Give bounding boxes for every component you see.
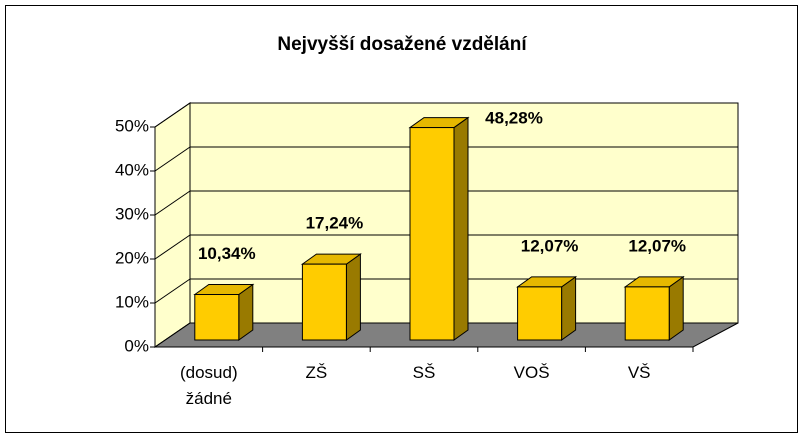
data-label: 12,07% — [628, 236, 686, 255]
chart-title: Nejvyšší dosažené vzdělání — [277, 34, 527, 55]
y-tick-label: 10% — [115, 292, 149, 311]
x-tick-label: ZŠ — [305, 363, 328, 382]
left-wall — [154, 102, 191, 348]
x-tick-label: SŠ — [412, 363, 436, 382]
x-tick-label: VOŠ — [513, 363, 550, 382]
bar — [624, 286, 670, 341]
bar — [517, 286, 563, 341]
bar-side — [345, 253, 361, 341]
data-label: 12,07% — [521, 236, 579, 255]
y-tick-label: 20% — [115, 248, 149, 267]
data-label: 48,28% — [485, 108, 543, 127]
data-label: 10,34% — [198, 244, 256, 263]
grid-line — [154, 102, 191, 128]
grid-line — [154, 234, 191, 260]
x-tick-label: VŠ — [627, 363, 651, 382]
grid-line — [154, 322, 191, 348]
bar-side — [453, 116, 469, 341]
y-tick-label: 0% — [124, 336, 149, 355]
y-tick-label: 50% — [115, 116, 149, 135]
bar-side — [668, 275, 684, 341]
data-label: 17,24% — [306, 214, 364, 233]
grid-line — [154, 146, 191, 172]
grid-line — [154, 278, 191, 304]
y-tick-label: 40% — [115, 160, 149, 179]
bar-side — [561, 275, 577, 341]
y-tick-label: 30% — [115, 204, 149, 223]
bar — [409, 127, 455, 341]
x-tick-label: (dosud) žádné — [179, 363, 238, 408]
bar — [194, 294, 240, 341]
grid-line — [154, 190, 191, 216]
bar — [301, 263, 347, 341]
